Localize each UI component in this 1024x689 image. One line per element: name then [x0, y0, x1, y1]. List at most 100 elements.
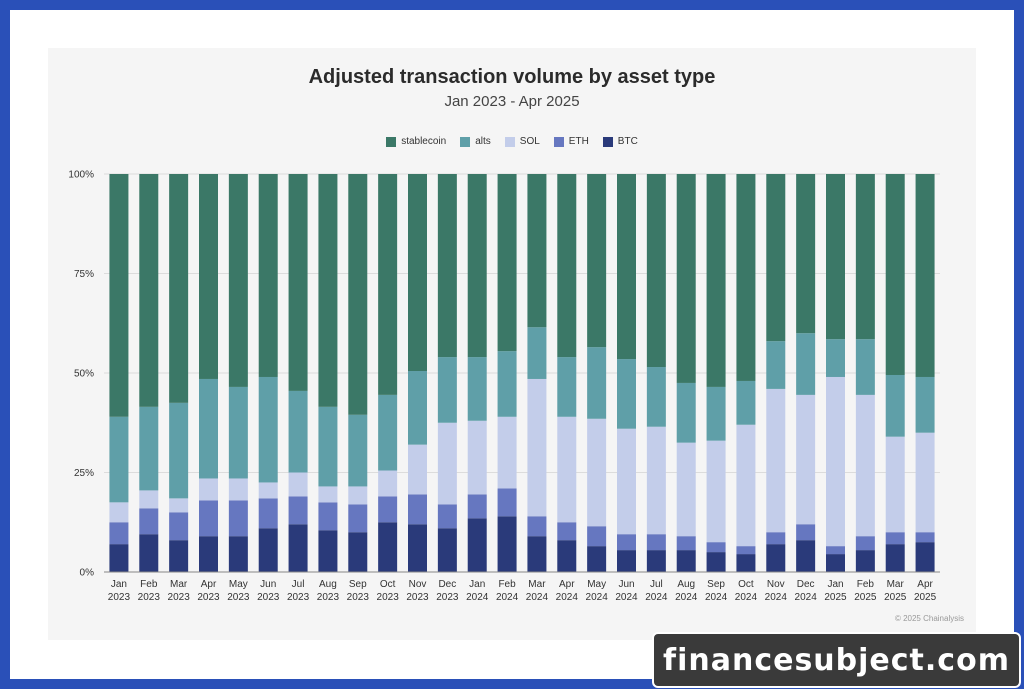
bar-segment-btc	[408, 524, 427, 572]
x-tick-label-month: Jul	[292, 579, 305, 590]
x-tick-label-year: 2023	[227, 592, 250, 603]
x-tick-label-month: Nov	[767, 579, 785, 590]
bar-segment-stablecoin	[826, 174, 845, 340]
bar-segment-btc	[497, 516, 517, 572]
legend-swatch-eth	[553, 136, 564, 147]
bar-segment-alts	[467, 357, 487, 421]
bar-segment-eth	[378, 496, 398, 523]
legend-swatch-btc	[602, 136, 613, 147]
y-tick-label: 100%	[68, 170, 94, 181]
x-tick-label-month: Feb	[498, 579, 516, 590]
bar-segment-eth	[915, 532, 935, 543]
bar-segment-eth	[587, 526, 607, 547]
bar-segment-btc	[587, 546, 607, 572]
bar-segment-stablecoin	[109, 174, 129, 417]
bar-segment-sol	[139, 490, 159, 509]
bar-segment-sol	[318, 486, 338, 503]
bar-segment-eth	[288, 496, 308, 525]
bar-segment-stablecoin	[587, 174, 607, 348]
y-tick-label: 75%	[74, 269, 94, 280]
x-tick-label-month: Apr	[559, 579, 575, 590]
x-tick-label-year: 2024	[645, 592, 668, 603]
x-tick-label-month: Jan	[469, 579, 485, 590]
legend-swatch-sol	[504, 136, 515, 147]
bar-segment-eth	[348, 504, 368, 533]
bar-segment-alts	[766, 341, 786, 389]
bar-segment-btc	[527, 536, 547, 572]
bar-segment-sol	[228, 478, 248, 501]
bar-segment-alts	[676, 382, 696, 443]
bar-segment-btc	[617, 550, 636, 572]
watermark-banner: financesubject.com	[652, 632, 1021, 688]
bar-segment-sol	[288, 472, 308, 497]
bar-segment-btc	[228, 536, 248, 572]
x-tick-label-year: 2024	[735, 592, 758, 603]
bar-segment-sol	[587, 418, 607, 527]
legend-swatch-stablecoin	[386, 136, 397, 147]
bar-segment-sol	[348, 486, 368, 505]
x-tick-label-year: 2023	[257, 592, 280, 603]
bar-segment-stablecoin	[199, 174, 218, 379]
x-tick-label-month: Mar	[887, 579, 905, 590]
x-tick-label-year: 2024	[615, 592, 638, 603]
bar-segment-stablecoin	[408, 174, 427, 372]
bar-segment-alts	[228, 386, 248, 479]
bar-segment-eth	[706, 542, 726, 553]
x-tick-label-month: Jun	[260, 579, 276, 590]
legend-label-eth: ETH	[568, 136, 589, 147]
bar-segment-alts	[348, 414, 368, 487]
bar-segment-btc	[109, 544, 129, 572]
bar-segment-stablecoin	[736, 174, 756, 381]
legend-item-stablecoin: stablecoin	[386, 136, 446, 147]
bar-segment-btc	[706, 552, 726, 572]
x-tick-label-year: 2025	[884, 592, 907, 603]
bar-segment-eth	[169, 512, 189, 541]
bar-segment-stablecoin	[348, 174, 368, 415]
bar-segment-alts	[527, 327, 547, 379]
x-tick-label-year: 2023	[108, 592, 131, 603]
x-tick-label-month: Oct	[738, 579, 754, 590]
bar-segment-btc	[855, 550, 875, 572]
x-tick-label-year: 2024	[556, 592, 579, 603]
bar-segment-stablecoin	[169, 174, 189, 403]
bar-segment-sol	[736, 424, 756, 547]
bar-segment-sol	[557, 416, 577, 523]
bar-segment-stablecoin	[378, 174, 398, 395]
chart-subtitle: Jan 2023 - Apr 2025	[444, 93, 580, 110]
bar-segment-btc	[796, 540, 816, 572]
bar-segment-stablecoin	[467, 174, 487, 358]
bar-segment-sol	[646, 426, 666, 535]
bar-segment-sol	[766, 388, 786, 533]
chart-title: Adjusted transaction volume by asset typ…	[308, 66, 716, 88]
bar-segment-sol	[497, 416, 517, 489]
bar-segment-sol	[617, 428, 636, 535]
bar-segment-eth	[199, 500, 218, 537]
bar-segment-sol	[885, 436, 905, 533]
bar-segment-alts	[617, 359, 636, 429]
bar-segment-alts	[587, 347, 607, 419]
chart-credit: © 2025 Chainalysis	[894, 614, 964, 623]
bar-segment-btc	[348, 532, 368, 572]
bar-segment-eth	[676, 536, 696, 551]
bar-segment-eth	[258, 498, 278, 529]
bar-segment-alts	[139, 406, 159, 491]
bar-segment-sol	[169, 498, 189, 513]
bar-segment-sol	[437, 422, 457, 505]
bar-segment-stablecoin	[855, 174, 875, 340]
legend-label-sol: SOL	[519, 136, 540, 147]
bar-segment-sol	[706, 440, 726, 543]
bar-segment-alts	[109, 416, 129, 503]
bar-segment-sol	[855, 394, 875, 537]
bar-segment-btc	[437, 528, 457, 572]
bar-segment-eth	[408, 494, 427, 525]
bar-segment-eth	[527, 516, 547, 537]
bar-segment-eth	[826, 546, 845, 555]
y-tick-label: 25%	[74, 468, 94, 479]
bar-segment-btc	[766, 544, 786, 572]
bar-segment-sol	[258, 482, 278, 499]
legend-item-alts: alts	[460, 136, 491, 147]
bar-segment-alts	[826, 339, 845, 377]
x-tick-label-year: 2024	[586, 592, 609, 603]
bar-segment-btc	[646, 550, 666, 572]
